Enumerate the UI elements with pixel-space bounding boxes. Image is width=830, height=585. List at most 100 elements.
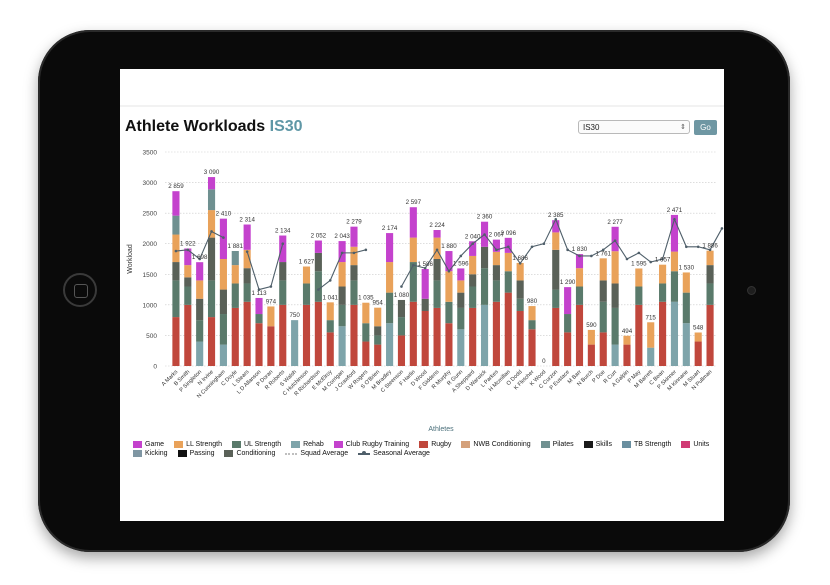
bar-segment-rugby[interactable] [362,341,370,366]
bar-segment-ul-strength[interactable] [184,286,192,305]
bar-segment-rugby[interactable] [659,301,667,366]
bar-segment-ul-strength[interactable] [682,292,690,324]
bar-segment-ll-strength[interactable] [504,252,512,272]
bar-segment-conditioning[interactable] [611,283,619,308]
bar-segment-game[interactable] [445,251,453,272]
bar-segment-ul-strength[interactable] [397,317,406,336]
bar-segment-conditioning[interactable] [350,265,358,281]
bar-segment-rugby[interactable] [492,301,500,366]
legend-item[interactable]: Squad Average [285,450,348,457]
bar-segment-game[interactable] [184,248,192,266]
bar-segment-rehab[interactable] [611,344,619,366]
bar-segment-rugby[interactable] [184,304,192,366]
bar-segment-ul-strength[interactable] [564,314,572,333]
bar-segment-game[interactable] [386,233,394,263]
bar-segment-ll-strength[interactable] [611,251,619,284]
bar-segment-ul-strength[interactable] [706,283,714,305]
bar-segment-rehab[interactable] [291,320,299,366]
bar-segment-ul-strength[interactable] [635,286,643,305]
bar-segment-conditioning[interactable] [219,289,227,315]
bar-segment-ul-strength[interactable] [314,271,322,302]
bar-segment-ul-strength[interactable] [599,301,607,333]
bar-segment-ll-strength[interactable] [374,307,382,327]
bar-segment-rugby[interactable] [599,332,607,366]
bar-segment-game[interactable] [469,241,477,256]
bar-segment-rugby[interactable] [243,301,251,366]
bar-segment-game[interactable] [196,262,204,281]
bar-segment-rugby[interactable] [469,307,477,366]
bar-segment-rugby[interactable] [516,310,524,366]
bar-segment-game[interactable] [255,297,263,315]
bar-segment-ul-strength[interactable] [469,286,477,308]
bar-segment-rehab[interactable] [457,329,465,366]
bar-segment-rehab[interactable] [219,344,227,366]
bar-segment-rugby[interactable] [326,332,334,366]
bar-segment-ll-strength[interactable] [469,255,477,275]
bar-segment-conditioning[interactable] [599,280,607,302]
bar-segment-ll-strength[interactable] [670,251,679,272]
bar-segment-ul-strength[interactable] [231,283,239,308]
bar-segment-ul-strength[interactable] [243,283,251,302]
bar-segment-rugby[interactable] [267,326,275,366]
bar-segment-rugby[interactable] [350,304,358,366]
athlete-group-select[interactable]: IS30 ⇕ [578,120,690,134]
legend-item[interactable]: Skills [583,441,612,448]
bar-segment-rugby[interactable] [552,307,560,366]
bar-segment-ll-strength[interactable] [219,259,227,290]
bar-segment-game[interactable] [433,230,441,238]
bar-segment-conditioning[interactable] [196,298,204,321]
bar-segment-ll-strength[interactable] [350,246,358,266]
bar-segment-game[interactable] [564,287,572,315]
bar-segment-ul-strength[interactable] [302,283,311,305]
bar-segment-rehab[interactable] [386,323,394,366]
bar-segment-rugby[interactable] [587,344,595,366]
bar-segment-ll-strength[interactable] [386,262,394,293]
bar-segment-ll-strength[interactable] [302,266,311,284]
bar-segment-rehab[interactable] [647,347,655,366]
bar-segment-rugby[interactable] [564,332,572,366]
bar-segment-ll-strength[interactable] [706,250,714,266]
bar-segment-conditioning[interactable] [338,286,346,305]
bar-segment-ul-strength[interactable] [480,268,489,305]
bar-segment-conditioning[interactable] [552,249,560,290]
bar-segment-rehab[interactable] [338,326,346,366]
bar-segment-rehab[interactable] [682,323,690,366]
bar-segment-rugby[interactable] [421,310,429,366]
bar-segment-ll-strength[interactable] [409,237,417,263]
bar-segment-conditioning[interactable] [516,280,524,299]
bar-segment-ul-strength[interactable] [552,289,560,308]
go-button[interactable]: Go [694,120,717,135]
bar-segment-pilates[interactable] [231,250,239,266]
bar-segment-game[interactable] [409,207,417,238]
bar-segment-game[interactable] [421,269,429,299]
bar-segment-ll-strength[interactable] [172,234,180,263]
legend-item[interactable]: Units [681,441,709,448]
bar-segment-rugby[interactable] [231,307,239,366]
bar-segment-ul-strength[interactable] [326,320,334,333]
bar-segment-game[interactable] [243,224,251,250]
bar-segment-ul-strength[interactable] [528,320,536,330]
bar-segment-conditioning[interactable] [433,259,441,281]
bar-segment-ll-strength[interactable] [682,272,690,293]
bar-segment-ul-strength[interactable] [575,286,584,305]
legend-item[interactable]: TB Strength [621,441,671,448]
bar-segment-ll-strength[interactable] [445,271,453,302]
bar-segment-ll-strength[interactable] [587,329,595,345]
bar-segment-ul-strength[interactable] [196,320,204,342]
legend-item[interactable]: Club Rugby Training [333,441,409,448]
bar-segment-ll-strength[interactable] [433,237,441,259]
bar-segment-game[interactable] [338,241,346,263]
bar-segment-ll-strength[interactable] [207,210,216,238]
bar-segment-pilates[interactable] [172,215,180,235]
bar-segment-rugby[interactable] [409,301,417,366]
bar-segment-ul-strength[interactable] [433,280,441,308]
home-button[interactable] [63,273,97,307]
bar-segment-game[interactable] [314,240,322,253]
bar-segment-conditioning[interactable] [279,262,287,281]
bar-segment-ul-strength[interactable] [504,271,512,293]
bar-segment-ll-strength[interactable] [694,332,702,342]
bar-segment-ul-strength[interactable] [659,283,667,302]
bar-segment-rugby[interactable] [623,344,631,366]
bar-segment-rugby[interactable] [374,344,382,366]
bar-segment-rugby[interactable] [445,323,453,366]
